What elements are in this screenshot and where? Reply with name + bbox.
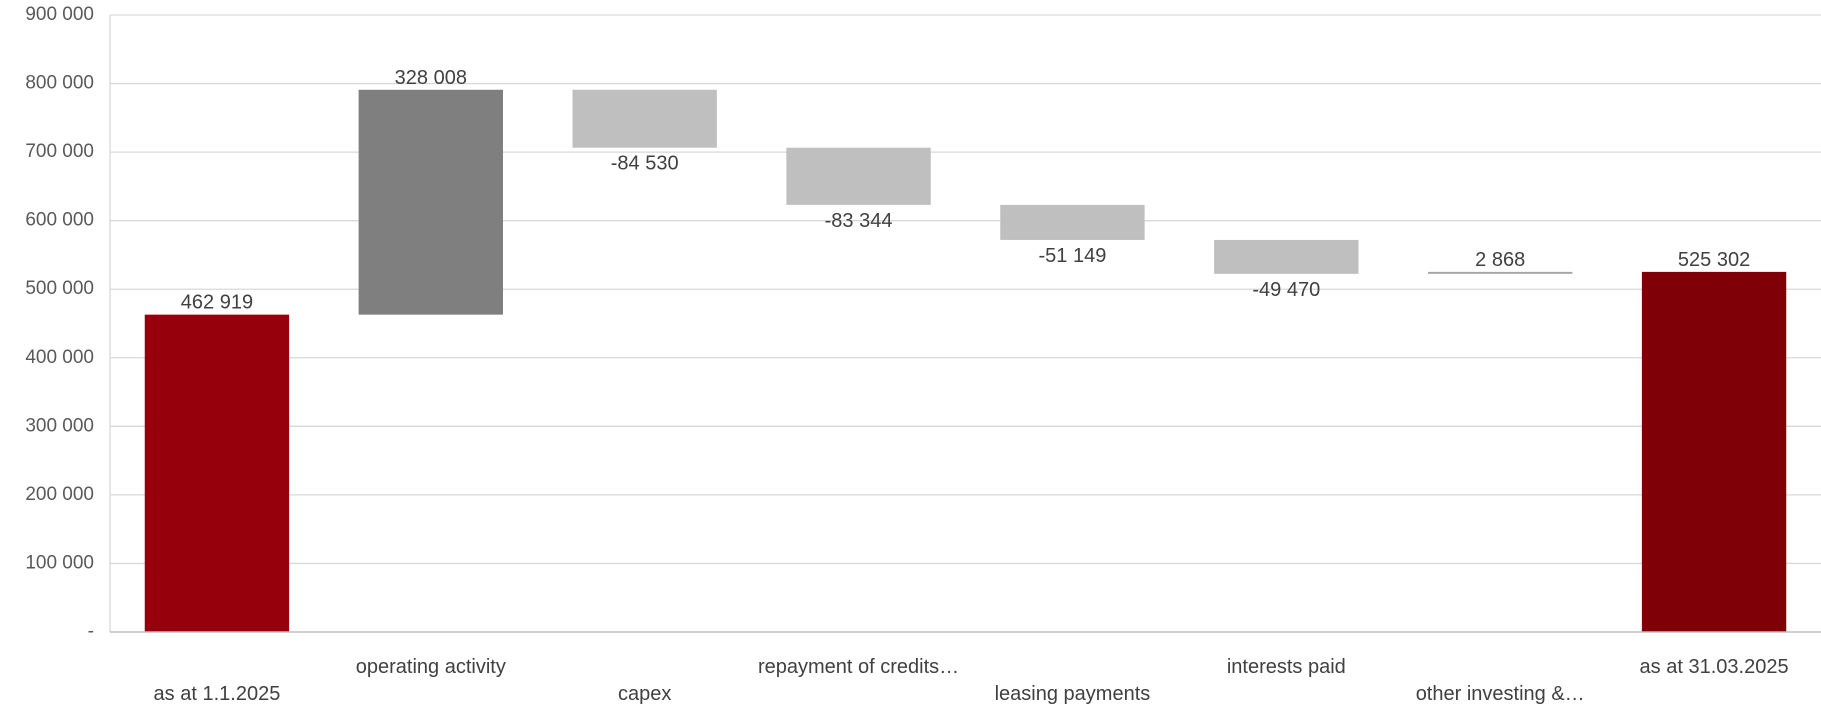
y-tick-label: 700 000 [25,141,94,162]
y-tick-label: 200 000 [25,484,94,505]
data-label: -83 344 [825,210,893,232]
y-tick-label: 600 000 [25,210,94,231]
category-label: other investing &… [1416,683,1585,705]
y-tick-label: 400 000 [25,347,94,368]
x-axis: as at 1.1.2025 operating activity capex rep… [110,631,1821,705]
bar-increase [358,89,503,315]
data-label: -51 149 [1039,245,1107,267]
y-tick-label: 900 000 [25,4,94,25]
bar-decrease [786,147,931,205]
category-label: operating activity [356,656,506,678]
y-tick-label: - [88,621,94,642]
bar-increase [1428,271,1573,274]
category-label: capex [618,683,671,705]
y-axis: - 100 000 200 000 300 000 400 000 500 000 600 … [25,4,111,642]
y-tick-label: 300 000 [25,415,94,436]
bar-decrease [1000,204,1145,240]
data-label: 328 008 [395,67,467,89]
data-label: -84 530 [611,153,679,175]
y-tick-label: 500 000 [25,278,94,299]
y-tick-label: 800 000 [25,73,94,94]
category-label: interests paid [1227,656,1346,678]
data-label: 2 868 [1475,249,1525,271]
category-label: as at 31.03.2025 [1640,656,1789,678]
bar-decrease [572,89,717,148]
data-label: 525 302 [1678,249,1750,271]
category-label: as at 1.1.2025 [154,683,281,705]
bar-decrease [1214,239,1359,274]
bars [144,89,1787,632]
data-labels: 462 919 328 008 -84 530 -83 344 -51 149 -49 4… [181,67,1750,314]
data-label: 462 919 [181,292,253,314]
bar-total [1641,271,1787,632]
bar-total [144,314,290,632]
category-label: leasing payments [995,683,1151,705]
category-label: repayment of credits… [758,656,959,678]
y-tick-label: 100 000 [25,552,94,573]
data-label: -49 470 [1252,279,1320,301]
